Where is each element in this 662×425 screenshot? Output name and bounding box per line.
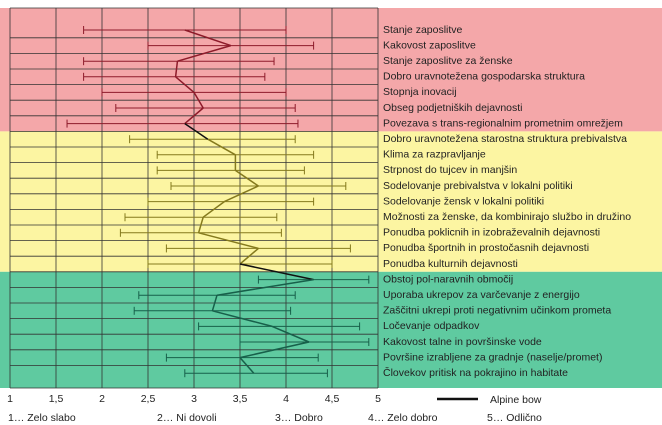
category-label: Stanje zaposlitve za ženske (383, 55, 513, 67)
profile-segment (174, 61, 179, 77)
note: 5… Odlično (487, 412, 542, 424)
category-label: Ločevanje odpadkov (383, 320, 480, 332)
category-label: Dobro uravnotežena starostna struktura p… (383, 133, 627, 145)
profile-segment (202, 200, 225, 218)
x-tick-label: 5 (375, 393, 381, 405)
profile-segment (216, 278, 314, 296)
profile-segment (175, 76, 195, 93)
note: 2… Ni dovoli (157, 412, 217, 424)
x-tick-label: 3 (191, 393, 197, 405)
category-label: Možnosti za ženske, da kombinirajo služb… (383, 211, 631, 223)
profile-segment (184, 29, 232, 47)
profile-segment (211, 294, 218, 312)
category-label: Zaščitni ukrepi proti negativnim učinkom… (383, 305, 611, 317)
category-label: Obseg podjetniških dejavnosti (383, 102, 523, 114)
band (0, 8, 662, 132)
profile-segment (212, 310, 273, 328)
x-tick-label: 1 (7, 393, 13, 405)
x-tick-label: 3,5 (233, 393, 248, 405)
profile-segment (184, 122, 209, 140)
x-tick-label: 4,5 (325, 393, 340, 405)
profile-segment (239, 247, 259, 265)
category-label: Ponudba poklicnih in izobraževalnih deja… (383, 227, 600, 239)
profile-segment (207, 138, 236, 156)
profile-segment (184, 107, 204, 125)
profile-segment (271, 325, 310, 343)
profile-segment (239, 341, 310, 359)
profile-segment (198, 232, 259, 250)
category-label: Uporaba ukrepov za varčevanje z energijo (383, 289, 580, 301)
category-label: Ponudba športnih in prostočasnih dejavno… (383, 242, 589, 254)
profile-segment (239, 357, 255, 374)
category-label: Stopnja inovacij (383, 86, 457, 98)
note: 3… Dobro (275, 412, 323, 424)
category-label: Kakovost talne in površinske vode (383, 336, 542, 348)
x-tick-label: 1,5 (49, 393, 64, 405)
category-label: Stanje zaposlitve (383, 24, 463, 36)
note: 1… Zelo slabo (8, 412, 76, 424)
category-label: Ponudba kulturnih dejavnosti (383, 258, 518, 270)
category-label: Klima za razpravljanje (383, 149, 486, 161)
band (0, 271, 662, 388)
category-label: Sodelovanje prebivalstva v lokalni polit… (383, 180, 573, 192)
legend-label: Alpine bow (490, 394, 542, 406)
category-label: Človekov pritisk na pokrajino in habitat… (383, 366, 568, 379)
category-label: Kakovost zaposlitve (383, 39, 476, 51)
profile-segment (224, 185, 259, 203)
category-label: Dobro uravnotežena gospodarska struktura (383, 71, 585, 83)
note: 4… Zelo dobro (368, 412, 438, 424)
category-label: Povezava s trans-regionalnim prometnim o… (383, 117, 623, 129)
profile-segment (234, 169, 259, 187)
profile-segment (177, 44, 232, 62)
category-label: Površine izrabljene za gradnje (naselje/… (383, 351, 602, 363)
category-label: Sodelovanje žensk v lokalni politiki (383, 195, 544, 207)
profile-segment (197, 216, 204, 234)
profile-segment (239, 263, 314, 281)
category-label: Strpnost do tujcev in manjšin (383, 164, 517, 176)
x-tick-label: 2 (99, 393, 105, 405)
category-label: Obstoj pol-naravnih območij (383, 273, 513, 285)
x-tick-label: 4 (283, 393, 289, 405)
profile-segment (193, 92, 204, 109)
x-tick-label: 2,5 (141, 393, 156, 405)
